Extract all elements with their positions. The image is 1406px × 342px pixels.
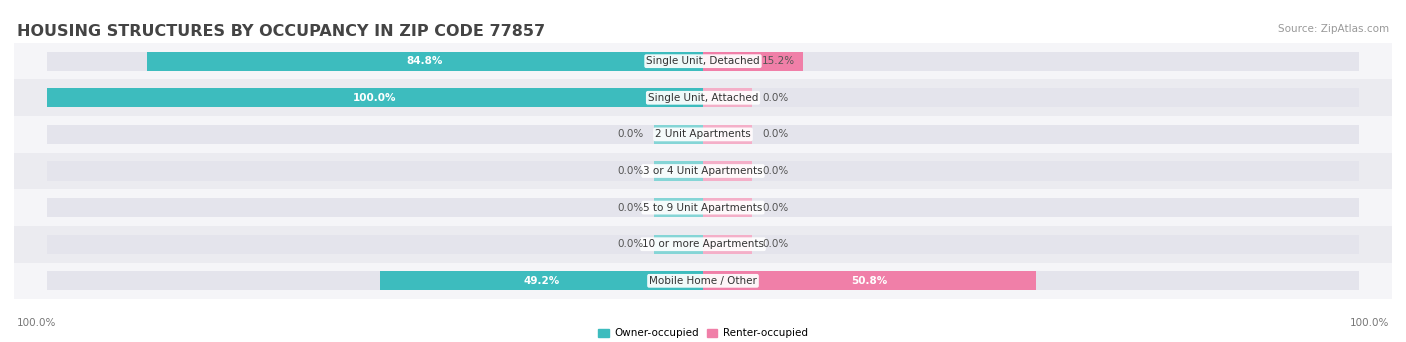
Bar (703, 125, 1360, 144)
Text: 3 or 4 Unit Apartments: 3 or 4 Unit Apartments (643, 166, 763, 176)
Bar (654, 125, 703, 144)
Text: Single Unit, Attached: Single Unit, Attached (648, 93, 758, 103)
Bar (654, 235, 703, 254)
Text: 0.0%: 0.0% (762, 129, 789, 140)
Bar (703, 235, 1360, 254)
Text: 0.0%: 0.0% (617, 239, 644, 249)
Bar (703, 88, 752, 107)
Text: 0.0%: 0.0% (617, 202, 644, 213)
Text: 100.0%: 100.0% (1350, 318, 1389, 328)
Bar (146, 52, 703, 71)
Bar (46, 88, 703, 107)
Bar (46, 271, 703, 290)
Bar (14, 226, 1392, 263)
Text: 84.8%: 84.8% (406, 56, 443, 66)
Text: 49.2%: 49.2% (523, 276, 560, 286)
Bar (703, 198, 1360, 217)
Text: 100.0%: 100.0% (17, 318, 56, 328)
Text: HOUSING STRUCTURES BY OCCUPANCY IN ZIP CODE 77857: HOUSING STRUCTURES BY OCCUPANCY IN ZIP C… (17, 24, 546, 39)
Bar (380, 271, 703, 290)
Bar (46, 198, 703, 217)
Bar (46, 235, 703, 254)
Bar (703, 161, 752, 181)
Bar (14, 263, 1392, 299)
Text: 0.0%: 0.0% (762, 202, 789, 213)
Text: Source: ZipAtlas.com: Source: ZipAtlas.com (1278, 24, 1389, 34)
Text: 15.2%: 15.2% (762, 56, 796, 66)
Bar (46, 88, 703, 107)
Text: 5 to 9 Unit Apartments: 5 to 9 Unit Apartments (644, 202, 762, 213)
Text: 0.0%: 0.0% (762, 239, 789, 249)
Text: Mobile Home / Other: Mobile Home / Other (650, 276, 756, 286)
Bar (703, 235, 752, 254)
Bar (14, 116, 1392, 153)
Text: 0.0%: 0.0% (617, 166, 644, 176)
Bar (654, 161, 703, 181)
Bar (703, 52, 1360, 71)
Bar (14, 43, 1392, 79)
Bar (46, 52, 703, 71)
Text: 0.0%: 0.0% (762, 93, 789, 103)
Bar (703, 161, 1360, 181)
Text: 2 Unit Apartments: 2 Unit Apartments (655, 129, 751, 140)
Bar (703, 198, 752, 217)
Bar (14, 79, 1392, 116)
Bar (46, 161, 703, 181)
Legend: Owner-occupied, Renter-occupied: Owner-occupied, Renter-occupied (595, 324, 811, 342)
Bar (46, 125, 703, 144)
Text: 10 or more Apartments: 10 or more Apartments (643, 239, 763, 249)
Bar (703, 125, 752, 144)
Bar (703, 271, 1360, 290)
Bar (703, 52, 803, 71)
Bar (14, 153, 1392, 189)
Bar (654, 198, 703, 217)
Bar (14, 189, 1392, 226)
Text: Single Unit, Detached: Single Unit, Detached (647, 56, 759, 66)
Bar (703, 88, 1360, 107)
Text: 50.8%: 50.8% (852, 276, 887, 286)
Text: 0.0%: 0.0% (762, 166, 789, 176)
Bar (703, 271, 1036, 290)
Text: 0.0%: 0.0% (617, 129, 644, 140)
Text: 100.0%: 100.0% (353, 93, 396, 103)
